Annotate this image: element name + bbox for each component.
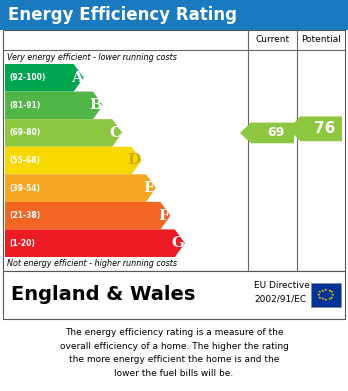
- Text: 76: 76: [314, 121, 335, 136]
- Text: C: C: [109, 126, 121, 140]
- Polygon shape: [240, 123, 294, 143]
- Text: (69-80): (69-80): [9, 128, 40, 137]
- Bar: [311, 283, 341, 307]
- Text: ★: ★: [327, 289, 331, 292]
- Text: (1-20): (1-20): [9, 239, 35, 248]
- Text: ★: ★: [318, 291, 322, 294]
- Text: F: F: [159, 209, 169, 222]
- Text: G: G: [171, 236, 184, 250]
- Text: A: A: [71, 71, 83, 85]
- Text: (39-54): (39-54): [9, 183, 40, 193]
- Text: (21-38): (21-38): [9, 211, 40, 220]
- Polygon shape: [5, 119, 122, 147]
- Text: ★: ★: [321, 289, 324, 292]
- Text: (81-91): (81-91): [9, 101, 40, 110]
- Text: 69: 69: [267, 126, 284, 140]
- Text: E: E: [143, 181, 155, 195]
- Bar: [0, 0, 348, 30]
- Text: Energy Efficiency Rating: Energy Efficiency Rating: [8, 6, 237, 24]
- Text: B: B: [89, 99, 102, 112]
- Text: ★: ★: [331, 293, 335, 297]
- Text: ★: ★: [324, 288, 328, 292]
- Text: Potential: Potential: [301, 36, 341, 45]
- Text: The energy efficiency rating is a measure of the
overall efficiency of a home. T: The energy efficiency rating is a measur…: [60, 328, 288, 378]
- Polygon shape: [5, 147, 142, 174]
- Text: D: D: [127, 154, 141, 167]
- Polygon shape: [5, 230, 185, 257]
- Text: EU Directive
2002/91/EC: EU Directive 2002/91/EC: [254, 281, 310, 303]
- Text: ★: ★: [330, 296, 334, 300]
- Text: (55-68): (55-68): [9, 156, 40, 165]
- Polygon shape: [5, 202, 171, 230]
- Text: ★: ★: [327, 298, 331, 301]
- Text: (92-100): (92-100): [9, 73, 45, 82]
- Polygon shape: [289, 117, 342, 141]
- Text: ★: ★: [318, 296, 322, 300]
- Text: ★: ★: [330, 291, 334, 294]
- Bar: [3, 30, 345, 271]
- Text: Not energy efficient - higher running costs: Not energy efficient - higher running co…: [7, 260, 177, 269]
- Text: England & Wales: England & Wales: [11, 285, 195, 305]
- Bar: [3, 271, 345, 319]
- Polygon shape: [5, 64, 84, 91]
- Text: ★: ★: [317, 293, 321, 297]
- Text: ★: ★: [324, 298, 328, 302]
- Text: ★: ★: [321, 298, 324, 301]
- Polygon shape: [5, 174, 156, 202]
- Polygon shape: [5, 91, 103, 119]
- Text: Very energy efficient - lower running costs: Very energy efficient - lower running co…: [7, 52, 177, 61]
- Text: Current: Current: [255, 36, 290, 45]
